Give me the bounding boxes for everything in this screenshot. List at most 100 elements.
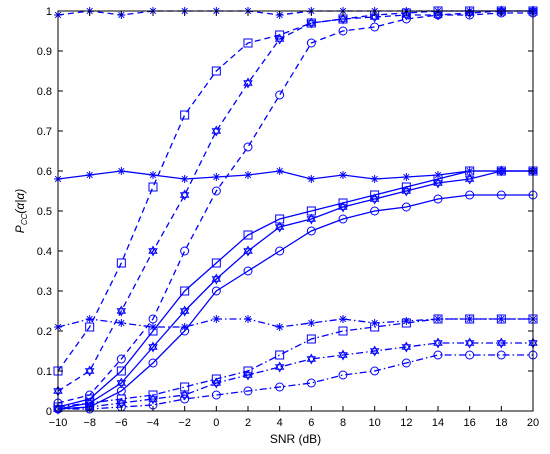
series-line-dashdot-square — [57, 318, 533, 408]
data-point-hexagram — [338, 13, 348, 25]
data-point-hexagram — [116, 377, 127, 389]
data-point-hexagram — [148, 245, 158, 257]
data-point-circle — [401, 202, 411, 212]
data-point-hexagram — [211, 125, 222, 137]
y-tick-label: 0.6 — [37, 166, 52, 178]
x-tick-label: 18 — [495, 417, 507, 429]
series-dashdot-circle — [53, 350, 538, 414]
data-point-circle — [85, 404, 95, 414]
data-point-hexagram — [274, 221, 285, 233]
data-point-circle — [243, 386, 253, 396]
data-point-hexagram — [433, 337, 443, 349]
plot-area — [58, 11, 533, 411]
x-tick-label: 14 — [432, 417, 444, 429]
data-point-asterisk — [85, 171, 94, 179]
data-point-circle — [275, 90, 285, 100]
data-point-hexagram — [401, 185, 412, 197]
y-tick-label: 0.9 — [37, 46, 52, 58]
data-point-circle — [180, 246, 190, 256]
x-tick-label: 2 — [245, 417, 251, 429]
x-tick-label: 12 — [400, 417, 412, 429]
data-point-circle — [465, 350, 475, 360]
data-point-circle — [306, 226, 316, 236]
data-point-hexagram — [306, 213, 317, 225]
data-point-square — [211, 66, 221, 76]
data-point-square — [243, 38, 253, 48]
data-point-asterisk — [339, 315, 347, 323]
x-tick-label: −10 — [49, 417, 68, 429]
y-tick-label: 0.1 — [37, 366, 52, 378]
data-point-asterisk — [244, 171, 252, 179]
y-tick-label: 0.5 — [37, 206, 52, 218]
x-tick-label: 8 — [340, 417, 346, 429]
data-point-circle — [116, 354, 126, 364]
data-point-square — [211, 258, 221, 268]
data-point-asterisk — [117, 167, 126, 175]
data-point-circle — [211, 186, 221, 196]
data-point-circle — [180, 394, 190, 404]
data-point-square — [338, 326, 348, 336]
data-point-square — [148, 390, 158, 400]
data-point-circle — [148, 358, 158, 368]
x-tick-label: −4 — [147, 417, 160, 429]
series-dashdot-hexagram — [53, 337, 538, 415]
data-point-hexagram — [401, 341, 412, 353]
series-line-dashdot-hexagram — [57, 342, 533, 410]
data-point-asterisk — [117, 319, 126, 327]
series-solid-square — [53, 166, 538, 412]
y-axis-label-rest: (α|α) — [13, 189, 27, 214]
data-point-hexagram — [84, 365, 95, 377]
data-point-asterisk — [149, 171, 157, 179]
data-point-hexagram — [369, 345, 380, 357]
data-point-square — [275, 350, 285, 360]
x-tick-label: 4 — [277, 417, 283, 429]
data-point-square — [401, 318, 411, 328]
x-tick-label: 6 — [308, 417, 314, 429]
data-point-hexagram — [433, 177, 443, 189]
data-point-asterisk — [180, 175, 189, 183]
data-point-hexagram — [243, 369, 253, 381]
data-point-circle — [306, 378, 316, 388]
data-point-square — [116, 258, 126, 268]
data-point-square — [148, 182, 158, 192]
data-point-hexagram — [369, 193, 380, 205]
data-point-hexagram — [464, 173, 475, 185]
data-point-hexagram — [274, 361, 285, 373]
series-line-dashed-circle — [57, 12, 533, 404]
data-point-circle — [370, 206, 380, 216]
data-point-circle — [211, 286, 221, 296]
data-point-square — [465, 314, 475, 324]
y-tick-label: 0.4 — [37, 246, 52, 258]
data-point-square — [306, 334, 316, 344]
data-point-asterisk — [307, 175, 316, 183]
x-tick-label: 0 — [213, 417, 219, 429]
data-point-hexagram — [274, 33, 285, 45]
y-axis-label-main: P — [13, 225, 27, 233]
y-tick-label: 0.3 — [37, 286, 52, 298]
data-point-circle — [465, 190, 475, 200]
x-tick-label: −8 — [83, 417, 96, 429]
series-dashdot-square — [53, 314, 538, 412]
data-point-asterisk — [275, 167, 284, 175]
data-point-circle — [338, 370, 348, 380]
data-point-circle — [370, 22, 380, 32]
series-line-solid-hexagram — [57, 170, 533, 410]
data-point-asterisk — [402, 317, 411, 325]
data-point-asterisk — [275, 323, 284, 331]
data-point-square — [180, 286, 190, 296]
data-point-hexagram — [148, 341, 158, 353]
data-point-circle — [433, 194, 443, 204]
y-axis-label-sub: CC — [20, 213, 29, 225]
x-axis-label: SNR (dB) — [270, 432, 321, 446]
data-point-hexagram — [496, 337, 507, 349]
data-point-asterisk — [180, 323, 189, 331]
data-point-circle — [306, 38, 316, 48]
data-point-square — [433, 314, 443, 324]
data-point-circle — [496, 8, 506, 18]
data-point-hexagram — [211, 377, 222, 389]
data-point-asterisk — [402, 173, 411, 181]
data-point-square — [180, 110, 190, 120]
data-point-asterisk — [339, 171, 347, 179]
